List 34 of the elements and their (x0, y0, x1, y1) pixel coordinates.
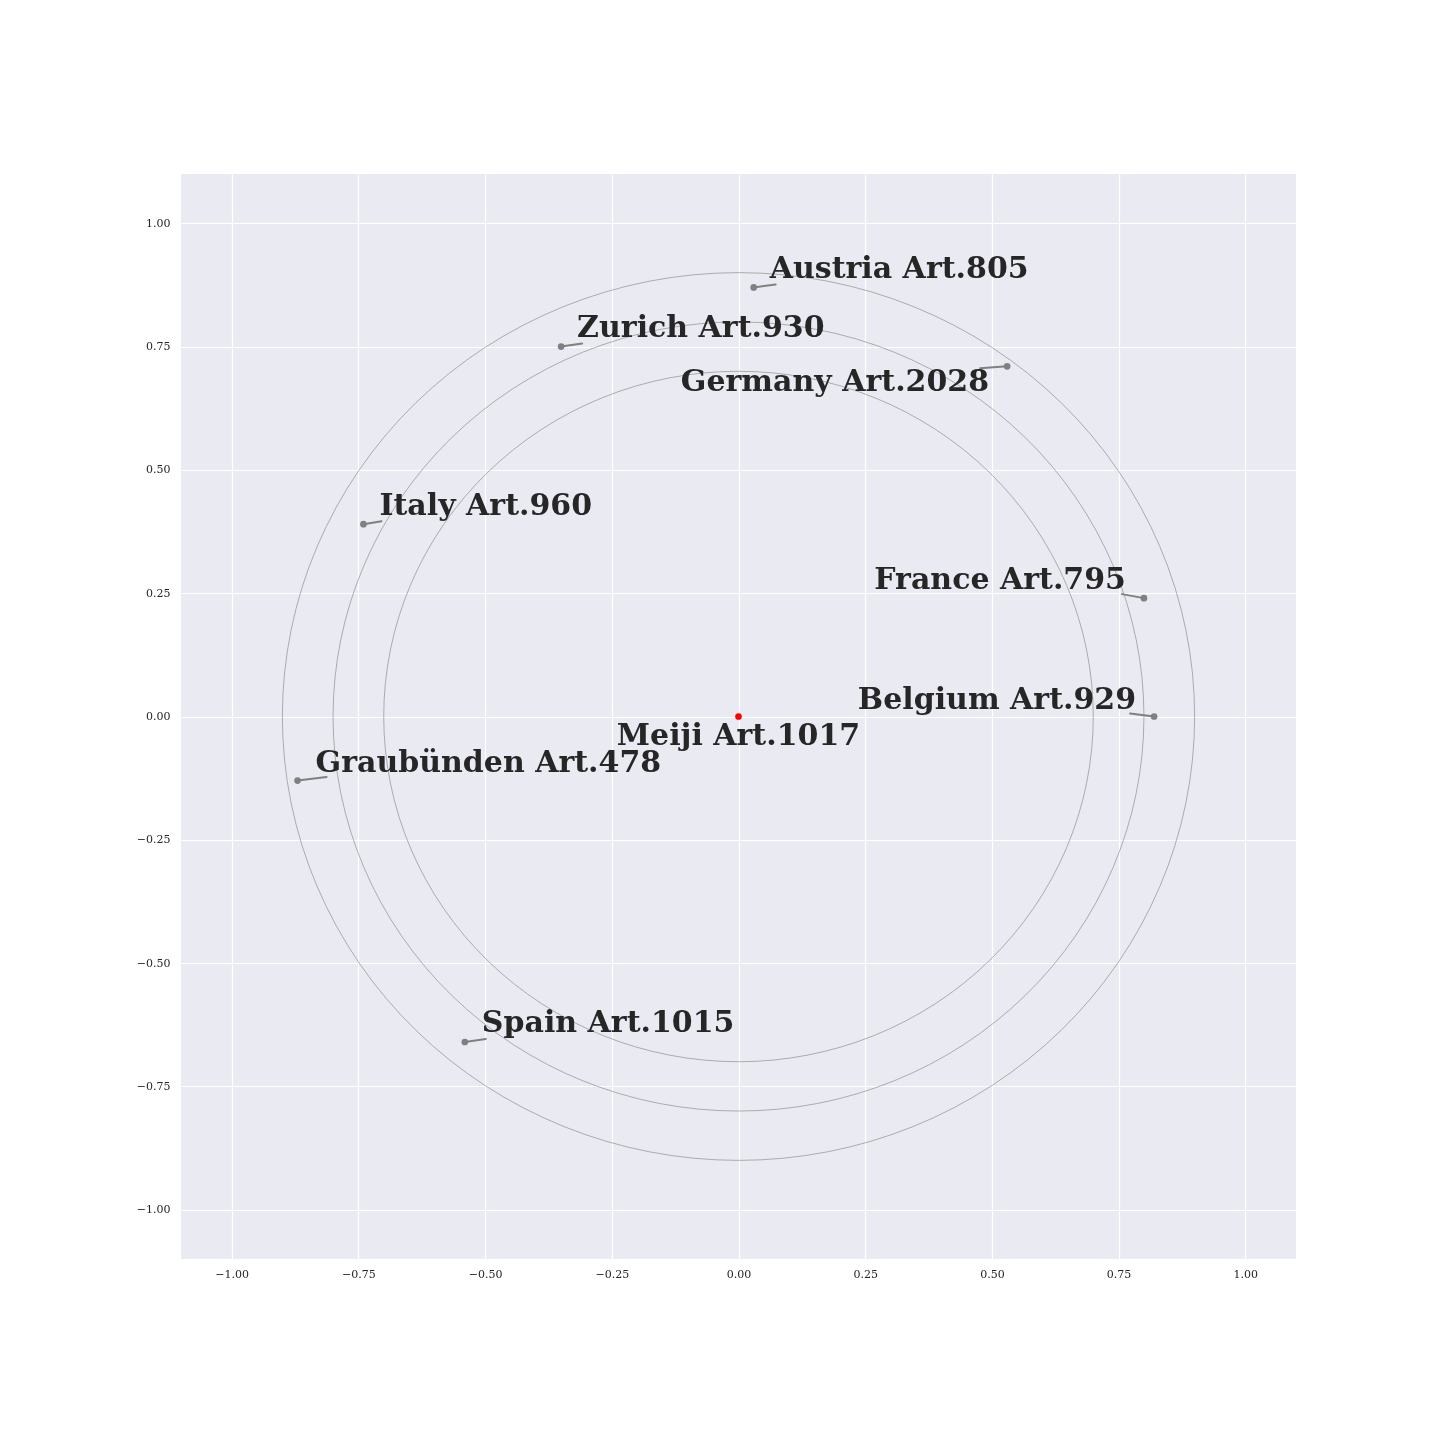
annotation: Germany Art.2028 (680, 363, 990, 399)
x-tick-label: −0.75 (342, 1267, 376, 1281)
y-tick-label: 0.50 (146, 463, 171, 477)
annotation: Italy Art.960 (379, 487, 593, 523)
x-tick-label: −0.50 (468, 1267, 503, 1281)
annotation: Meiji Art.1017 (616, 716, 861, 752)
x-tick-label: 1.00 (1233, 1267, 1259, 1281)
y-tick-label: 1.00 (146, 216, 171, 230)
point (461, 1038, 469, 1046)
annotation: Spain Art.1015 (481, 1004, 735, 1039)
annotation: Belgium Art.929 (857, 680, 1137, 716)
y-tick-label: 0.00 (146, 710, 171, 723)
y-tick-label: −0.25 (136, 833, 171, 847)
x-tick-label: 0.25 (853, 1267, 878, 1281)
point (750, 284, 758, 291)
annotation: Zurich Art.930 (577, 308, 825, 344)
x-tick-label: −1.00 (215, 1267, 250, 1281)
point (360, 520, 367, 528)
point (1150, 713, 1158, 720)
x-tick-label: 0.00 (726, 1267, 752, 1281)
x-tick-label: 0.75 (1106, 1267, 1132, 1281)
point (1003, 362, 1011, 370)
y-tick-label: 0.75 (146, 340, 171, 354)
point (1140, 594, 1148, 602)
y-tick-label: 0.25 (146, 586, 171, 600)
annotation: France Art.795 (874, 561, 1126, 597)
x-tick-label: 0.50 (980, 1267, 1005, 1281)
point (294, 777, 301, 784)
point (557, 343, 565, 350)
y-tick-label: −0.50 (136, 956, 171, 970)
annotation: Austria Art.805 (768, 250, 1029, 286)
y-tick-label: −1.00 (136, 1203, 171, 1217)
y-tick-label: −0.75 (136, 1079, 171, 1093)
x-tick-label: −0.25 (595, 1267, 630, 1281)
